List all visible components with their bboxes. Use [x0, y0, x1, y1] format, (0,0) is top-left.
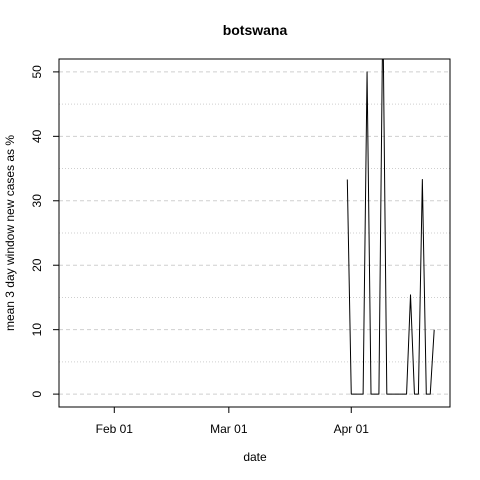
- y-tick-label: 50: [30, 65, 44, 79]
- y-tick-label: 0: [30, 390, 44, 397]
- y-tick-label: 10: [30, 323, 44, 337]
- y-tick-label: 40: [30, 129, 44, 143]
- series-layer: [346, 59, 435, 395]
- y-axis-label: mean 3 day window new cases as %: [3, 135, 17, 331]
- x-axis-label: date: [243, 450, 267, 464]
- y-tick-label: 20: [30, 258, 44, 272]
- chart-title: botswana: [223, 22, 288, 38]
- plot-frame: [58, 58, 451, 408]
- x-axis: Feb 01 Mar 01 Apr 01: [96, 407, 370, 436]
- x-tick-label: Mar 01: [210, 422, 248, 436]
- y-axis: 0 10 20 30 40 50: [30, 65, 59, 397]
- y-tick-label: 30: [30, 194, 44, 208]
- x-tick-label: Apr 01: [334, 422, 370, 436]
- x-tick-label: Feb 01: [96, 422, 134, 436]
- grid-layer: [59, 71, 450, 395]
- series-line: [346, 59, 435, 395]
